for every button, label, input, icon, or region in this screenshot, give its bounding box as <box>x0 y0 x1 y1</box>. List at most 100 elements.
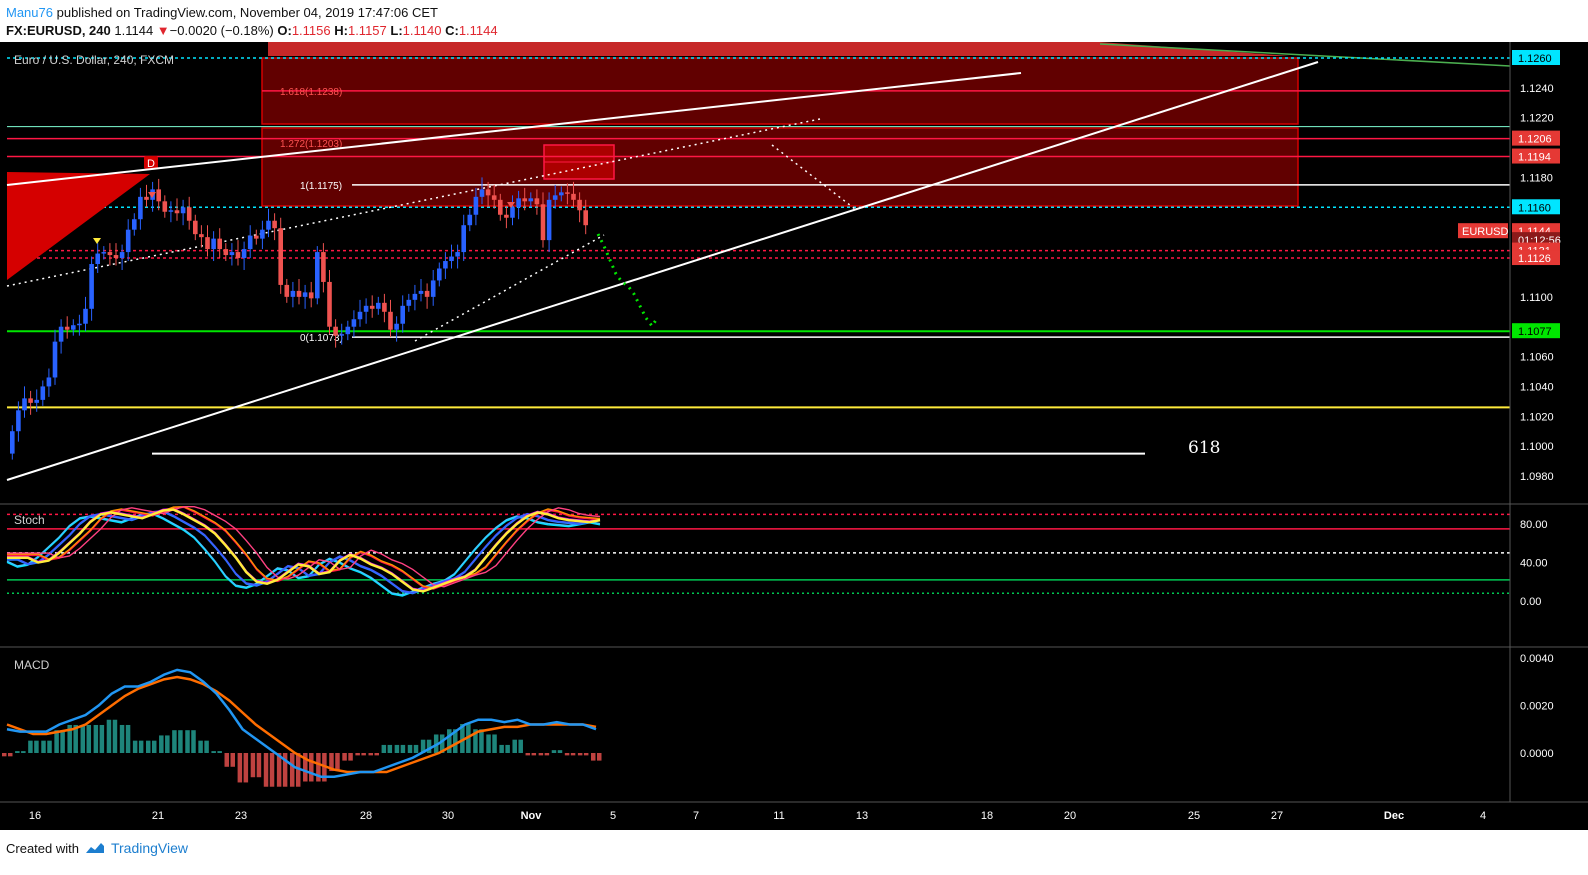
candle-body <box>546 199 552 241</box>
macd-histogram-bar <box>165 735 170 753</box>
macd-histogram-bar <box>99 724 105 753</box>
time-tick-label: 11 <box>773 810 784 822</box>
candle-body <box>583 210 588 226</box>
footer: Created with TradingView <box>0 830 1588 875</box>
candle-body <box>467 214 473 226</box>
stoch-tick-label: 80.00 <box>1520 519 1548 531</box>
candle-body <box>473 196 479 215</box>
close-value: 1.1144 <box>458 23 498 38</box>
macd-histogram-bar <box>303 753 308 782</box>
stoch-tick-label: 40.00 <box>1520 558 1548 570</box>
chart-canvas[interactable]: 1.618(1.1238) 1.272(1.1203) 1(1.1175) 0(1.1… <box>0 42 1588 830</box>
author-link[interactable]: Manu76 <box>6 5 53 20</box>
time-tick-label: 25 <box>1188 810 1200 822</box>
candle-body <box>199 234 204 238</box>
macd-histogram-bar <box>21 751 26 753</box>
candle-body <box>327 281 332 327</box>
dotted-channel-lower <box>414 234 605 342</box>
candle-body <box>559 192 564 196</box>
price-tick-label: 1.1040 <box>1520 381 1554 393</box>
fib-label: 1.272(1.1203) <box>280 139 342 150</box>
candle-body <box>138 196 143 220</box>
price-tick-label: 1.1180 <box>1520 172 1553 184</box>
candle-body <box>254 235 259 239</box>
low-label: L: <box>390 23 403 38</box>
axes: 1.1240 1.1220 1.1180 1.1100 1.1060 1.1040 1.10… <box>0 42 1588 822</box>
dotted-channel-upper <box>6 118 821 287</box>
macd-title: MACD <box>14 658 50 672</box>
time-tick-label: 18 <box>981 810 993 822</box>
candle-body <box>71 325 76 330</box>
macd-histogram-bar <box>387 744 393 753</box>
candle-body <box>119 252 125 259</box>
macd-histogram-bar <box>413 744 419 753</box>
symbol-tag-label: EURUSD <box>1462 226 1509 238</box>
candle-body <box>211 238 216 250</box>
candle-body <box>193 220 198 235</box>
candle-body <box>400 305 405 324</box>
price-label: 1.1126 <box>1518 253 1551 265</box>
price-label-bg <box>1512 199 1560 215</box>
time-tick-label: 27 <box>1271 810 1283 822</box>
candle-body <box>22 398 27 411</box>
macd-histogram-bar <box>60 730 65 753</box>
candle-body <box>339 334 344 336</box>
candle-body <box>321 252 326 282</box>
price-tick-label: 1.1060 <box>1520 352 1554 364</box>
time-tick-label: 16 <box>29 810 41 822</box>
candle-body <box>52 341 58 378</box>
candle-body <box>278 228 283 285</box>
tradingview-brand[interactable]: TradingView <box>110 840 189 856</box>
candle-body <box>443 261 448 269</box>
pattern-d-box <box>144 156 158 169</box>
stoch-pane[interactable]: Stoch <box>6 505 1510 597</box>
macd-histogram-bar <box>342 753 347 761</box>
created-with: Created with TradingView <box>6 840 188 856</box>
candle-body <box>180 207 186 214</box>
macd-histogram-bar <box>125 724 131 753</box>
macd-histogram-bar <box>518 739 523 753</box>
macd-histogram-bar <box>230 753 236 767</box>
stoch-title: Stoch <box>14 513 45 527</box>
open-value: 1.1156 <box>291 23 331 38</box>
macd-pane[interactable]: MACD <box>2 658 602 787</box>
macd-histogram-bar <box>577 753 583 756</box>
stoch-tick-label: 0.00 <box>1520 596 1541 608</box>
macd-histogram-bar <box>28 740 33 753</box>
fractal-down-icon <box>148 192 156 198</box>
harmonic-triangle <box>7 172 150 280</box>
macd-histogram-bar <box>394 744 400 753</box>
macd-histogram-bar <box>34 740 39 753</box>
price-label-bg <box>1512 148 1560 164</box>
macd-histogram-bar <box>597 753 602 761</box>
macd-histogram-bar <box>426 739 432 753</box>
fractal-down-icon <box>507 202 515 208</box>
price-label: 1.1206 <box>1518 134 1552 146</box>
high-value: 1.1157 <box>347 23 387 38</box>
macd-histogram-bar <box>355 753 360 756</box>
open-label: O: <box>277 23 292 38</box>
candle-body <box>491 195 497 200</box>
time-tick-label: Dec <box>1384 810 1404 822</box>
candle-body <box>46 377 52 387</box>
macd-histogram-bar <box>73 724 78 753</box>
stoch-yellow-line <box>7 508 601 593</box>
macd-histogram-bar <box>93 724 99 753</box>
candle-body <box>552 195 558 200</box>
macd-histogram-bar <box>2 753 7 757</box>
macd-histogram-bar <box>583 753 589 756</box>
symbol-interval: FX:EURUSD, 240 <box>6 23 111 38</box>
candle-body <box>101 252 107 254</box>
candle-body <box>345 326 351 335</box>
candle-body <box>406 299 412 306</box>
candle-body <box>376 302 381 309</box>
macd-histogram-bar <box>204 740 209 753</box>
price-pane[interactable]: 1.618(1.1238) 1.272(1.1203) 1(1.1175) 0(1.1… <box>6 42 1511 481</box>
candle-body <box>363 305 369 312</box>
symbol-ohlc: FX:EURUSD, 240 1.1144 ▼−0.0020 (−0.18%) … <box>6 23 498 38</box>
time-tick-label: 30 <box>442 810 454 822</box>
macd-histogram-bar <box>151 740 157 753</box>
macd-histogram-bar <box>224 753 230 767</box>
publish-text: published on TradingView.com, November 0… <box>56 5 438 20</box>
macd-tick-label: 0.0020 <box>1520 701 1554 713</box>
